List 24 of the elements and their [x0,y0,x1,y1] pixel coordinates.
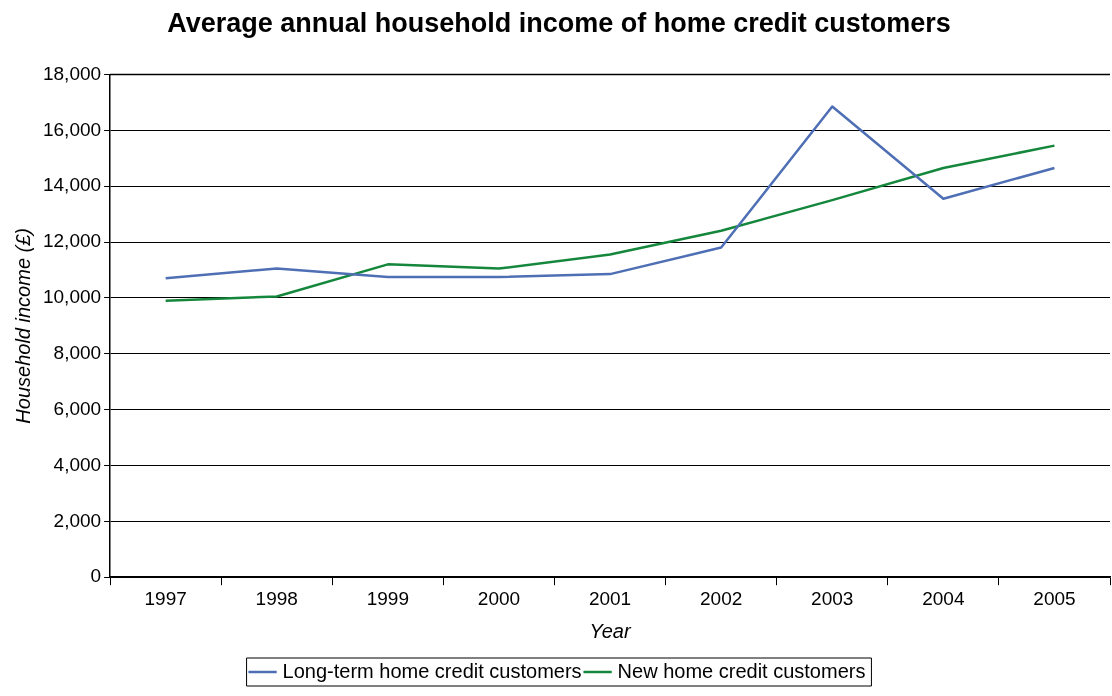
y-tick-label: 6,000 [53,397,102,419]
y-tick-label: 8,000 [53,341,102,363]
y-tick-label: 4,000 [53,453,102,475]
chart-title: Average annual household income of home credit customers [167,7,951,38]
x-tick-label: 2003 [811,587,854,609]
y-tick-label: 2,000 [53,509,102,531]
x-tick-label: 1998 [255,587,298,609]
y-tick-label: 14,000 [42,174,102,196]
legend-label: Long-term home credit customers [282,659,582,682]
y-tick-label: 0 [90,565,102,587]
x-tick-label: 2000 [477,587,521,609]
x-tick-label: 2004 [922,587,965,609]
x-tick-label: 1997 [144,587,187,609]
y-tick-label: 12,000 [42,230,102,252]
x-tick-label: 2005 [1033,587,1076,609]
x-tick-label: 1999 [366,587,409,609]
legend-label: New home credit customers [617,659,866,682]
y-axis-title: Household income (£) [11,227,34,424]
x-tick-label: 2001 [588,587,632,609]
y-tick-label: 10,000 [42,286,102,308]
y-tick-label: 16,000 [42,118,102,140]
y-tick-label: 18,000 [42,62,102,84]
x-tick-label: 2002 [700,587,743,609]
x-axis-title: Year [589,619,632,642]
